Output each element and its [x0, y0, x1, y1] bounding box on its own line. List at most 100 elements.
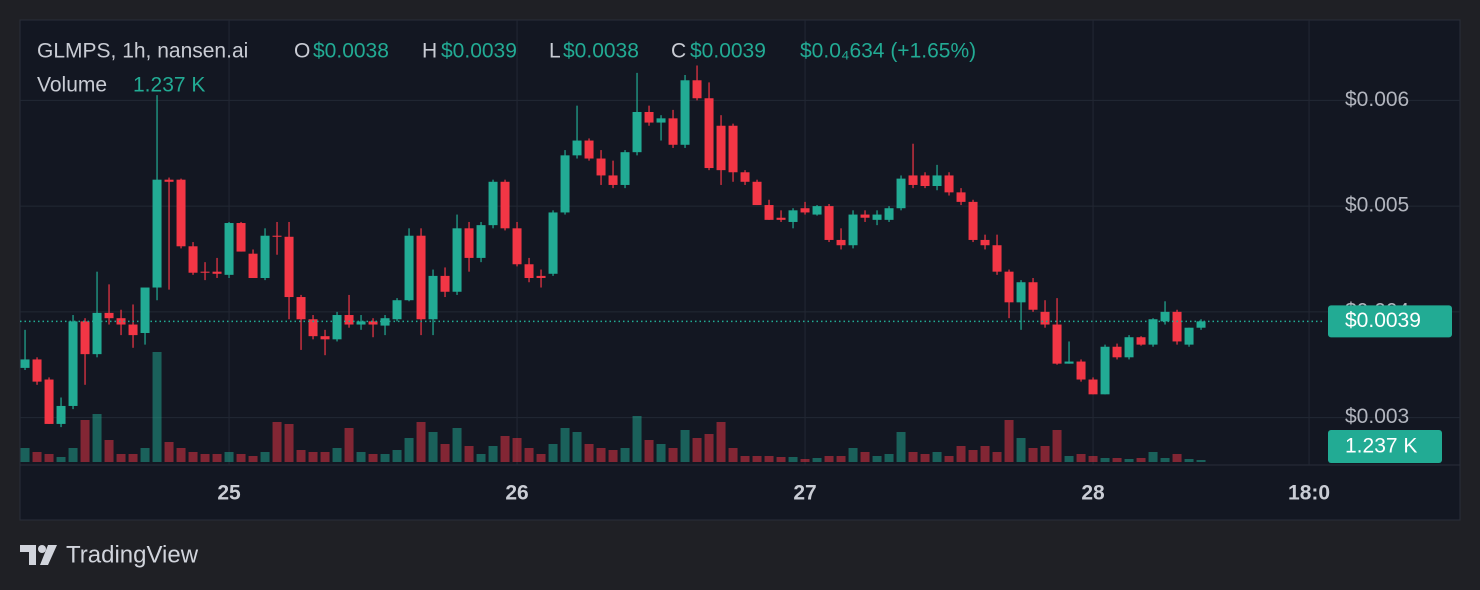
candle-body [1136, 337, 1146, 345]
volume-bar [560, 428, 570, 462]
volume-bar [80, 420, 90, 462]
candle-body [644, 111, 654, 123]
volume-bar [332, 448, 342, 462]
candle-body [524, 264, 534, 279]
candle-body [656, 118, 666, 123]
volume-bar [92, 414, 102, 462]
volume-bar [800, 459, 810, 462]
volume-bar [44, 454, 54, 462]
candle-body [572, 140, 582, 156]
candle-body [740, 172, 750, 182]
volume-bar [140, 448, 150, 462]
candle-body [668, 118, 678, 145]
volume-bar [1136, 458, 1146, 462]
candle-body [548, 212, 558, 274]
y-tick-label: $0.003 [1345, 405, 1409, 428]
legend-value: $0.0038 [313, 40, 389, 63]
candle-body [1184, 327, 1194, 345]
volume-bar [176, 448, 186, 462]
volume-bar [656, 444, 666, 462]
volume-bar [1172, 454, 1182, 462]
candle-body [812, 206, 822, 215]
volume-bar [128, 454, 138, 462]
volume-bar [476, 454, 486, 462]
volume-label-box [1328, 430, 1442, 463]
candle-body [284, 236, 294, 298]
candle-body [320, 336, 330, 340]
volume-bar [1076, 454, 1086, 462]
volume-bar [1040, 446, 1050, 462]
legend-label: L [549, 40, 561, 63]
volume-bar [824, 456, 834, 462]
volume-bar [764, 456, 774, 462]
candle-body [920, 175, 930, 187]
volume-bar [728, 448, 738, 462]
brand-name: TradingView [66, 541, 199, 568]
candle-body [1088, 379, 1098, 395]
candle-body [932, 175, 942, 187]
candle-body [356, 321, 366, 325]
volume-bar [500, 436, 510, 462]
volume-bar [884, 454, 894, 462]
volume-bar [1184, 459, 1194, 462]
candle-body [536, 275, 546, 279]
candle-body [692, 80, 702, 99]
volume-bar [704, 434, 714, 462]
volume-bar [740, 456, 750, 462]
volume-bar [584, 444, 594, 462]
candle-body [968, 201, 978, 240]
chart-panel [19, 19, 1461, 521]
volume-bar [620, 448, 630, 462]
candle-body [56, 405, 66, 424]
candle-body [1040, 311, 1050, 325]
volume-bar [380, 454, 390, 462]
candle-body [716, 125, 726, 171]
candle-body [1112, 346, 1122, 358]
candle-body [632, 111, 642, 153]
volume-bar [452, 428, 462, 462]
candles [20, 65, 1325, 428]
volume-bar [716, 422, 726, 462]
volume-bar [404, 438, 414, 462]
volume-bar [1160, 458, 1170, 462]
candle-body [608, 175, 618, 185]
candle-body [392, 300, 402, 320]
candle-body [404, 235, 414, 301]
candle-body [584, 140, 594, 159]
y-tick-label: $0.006 [1345, 88, 1409, 111]
legend-label: H [422, 40, 437, 63]
candle-body [1028, 282, 1038, 310]
volume-bar [896, 432, 906, 462]
volume-bar [872, 456, 882, 462]
legend-value: $0.0038 [563, 40, 639, 63]
volume-bar [524, 448, 534, 462]
volume-bar [1112, 458, 1122, 462]
volume-bar [296, 450, 306, 462]
brand-logo [20, 545, 57, 565]
candle-body [896, 178, 906, 209]
volume-bar [956, 446, 966, 462]
x-tick-label: 18:0 [1288, 482, 1330, 505]
volume-bar [992, 452, 1002, 462]
candle-body [416, 235, 426, 320]
volume-bar [812, 458, 822, 462]
candle-body [116, 318, 126, 325]
volume-bar [416, 422, 426, 462]
volume-bar [680, 430, 690, 462]
volume-bar [512, 438, 522, 462]
volume-bar [1052, 430, 1062, 462]
volume-bar [788, 457, 798, 462]
volume-bar [980, 446, 990, 462]
volume-bar [752, 456, 762, 462]
candle-body [44, 379, 54, 424]
candle-body [164, 179, 174, 182]
volume-bar [284, 424, 294, 462]
candle-body [908, 175, 918, 185]
candle-body [728, 125, 738, 173]
candle-body [68, 321, 78, 406]
x-tick-label: 25 [217, 482, 241, 505]
volume-bar [596, 448, 606, 462]
candle-body [680, 80, 690, 145]
candle-body [836, 239, 846, 246]
